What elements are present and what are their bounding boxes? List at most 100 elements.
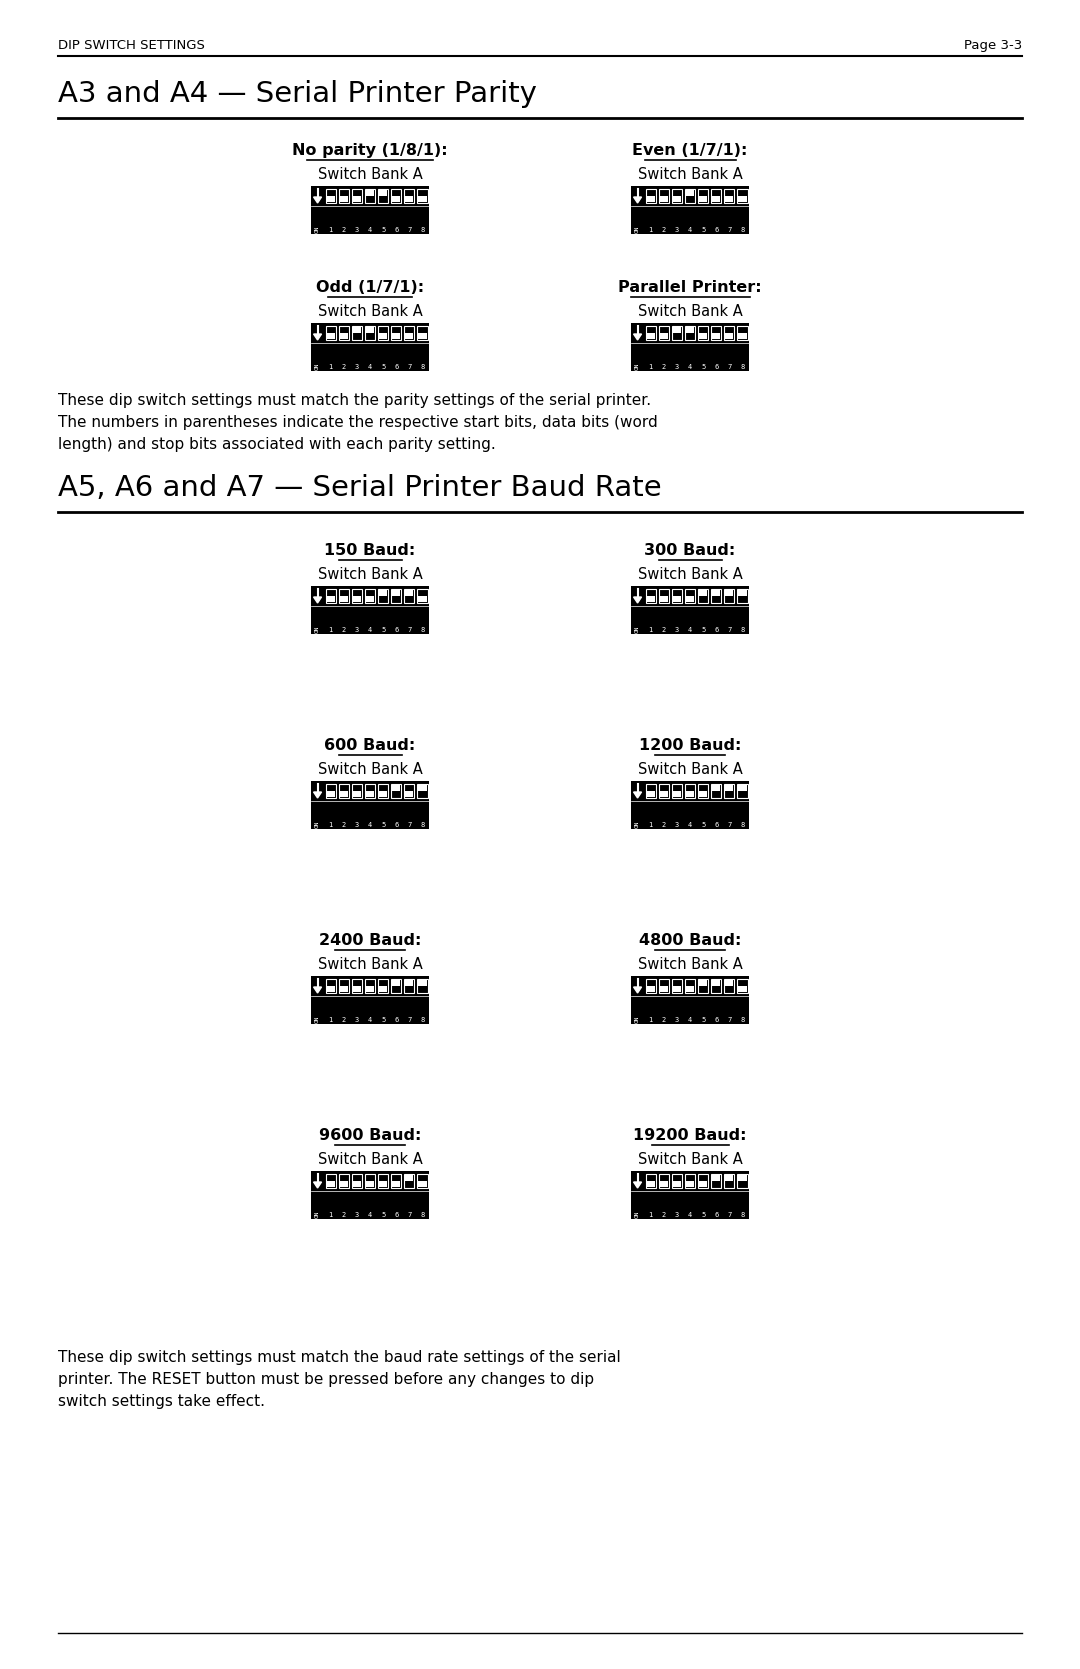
Text: 3: 3: [354, 364, 359, 371]
Bar: [391, 325, 402, 340]
Bar: [673, 596, 681, 603]
Polygon shape: [634, 793, 642, 798]
Bar: [418, 332, 427, 339]
Bar: [712, 784, 720, 791]
Bar: [711, 589, 721, 603]
Bar: [352, 189, 362, 204]
Text: 2: 2: [341, 1016, 346, 1023]
Text: 8: 8: [420, 628, 424, 633]
Text: 3: 3: [675, 823, 679, 828]
Bar: [417, 325, 428, 340]
Bar: [698, 784, 708, 798]
Bar: [672, 784, 681, 798]
Bar: [659, 980, 669, 993]
Bar: [631, 185, 750, 234]
Bar: [659, 784, 669, 798]
Text: 1: 1: [649, 628, 652, 633]
Text: These dip switch settings must match the baud rate settings of the serial: These dip switch settings must match the…: [58, 1350, 621, 1365]
Bar: [352, 589, 362, 603]
Bar: [311, 586, 429, 634]
Text: 3: 3: [675, 364, 679, 371]
Bar: [353, 195, 361, 202]
Bar: [739, 784, 746, 791]
Bar: [673, 1180, 681, 1188]
Text: 2: 2: [662, 628, 666, 633]
Polygon shape: [634, 598, 642, 603]
Bar: [699, 195, 707, 202]
Bar: [659, 589, 669, 603]
Text: 1: 1: [649, 1212, 652, 1218]
Bar: [379, 986, 387, 993]
Text: 8: 8: [420, 1212, 424, 1218]
Bar: [738, 980, 747, 993]
Text: 5: 5: [381, 364, 386, 371]
Text: length) and stop bits associated with each parity setting.: length) and stop bits associated with ea…: [58, 437, 496, 452]
Bar: [672, 1173, 681, 1188]
Bar: [340, 986, 348, 993]
Text: 2: 2: [662, 823, 666, 828]
Bar: [391, 784, 402, 798]
Bar: [685, 784, 696, 798]
Bar: [339, 980, 349, 993]
Text: 6: 6: [394, 1016, 399, 1023]
Text: 4: 4: [688, 628, 692, 633]
Polygon shape: [634, 197, 642, 204]
Bar: [660, 1180, 667, 1188]
Text: 7: 7: [407, 1016, 411, 1023]
Bar: [711, 980, 721, 993]
Bar: [366, 327, 374, 334]
Bar: [699, 589, 707, 596]
Bar: [339, 589, 349, 603]
Text: Switch Bank A: Switch Bank A: [637, 304, 742, 319]
Bar: [340, 332, 348, 339]
Text: 6: 6: [394, 823, 399, 828]
Bar: [326, 791, 335, 798]
Bar: [726, 1175, 733, 1182]
Bar: [725, 1173, 734, 1188]
Text: ON: ON: [635, 626, 640, 633]
Text: 1: 1: [328, 227, 333, 234]
Text: DIP SWITCH SETTINGS: DIP SWITCH SETTINGS: [58, 38, 205, 52]
Text: 5: 5: [701, 227, 705, 234]
Bar: [712, 332, 720, 339]
Bar: [711, 325, 721, 340]
Text: 5: 5: [701, 1016, 705, 1023]
Bar: [686, 596, 694, 603]
Text: 8: 8: [740, 364, 744, 371]
Bar: [725, 784, 734, 798]
Text: 3: 3: [675, 1016, 679, 1023]
Bar: [646, 589, 656, 603]
Bar: [685, 325, 696, 340]
Bar: [725, 325, 734, 340]
Bar: [646, 980, 656, 993]
Bar: [417, 980, 428, 993]
Text: 7: 7: [407, 1212, 411, 1218]
Text: These dip switch settings must match the parity settings of the serial printer.: These dip switch settings must match the…: [58, 392, 651, 407]
Bar: [391, 189, 402, 204]
Bar: [698, 325, 708, 340]
Text: 1: 1: [649, 227, 652, 234]
Bar: [311, 781, 429, 829]
Bar: [685, 980, 696, 993]
Bar: [418, 980, 427, 986]
Bar: [726, 332, 733, 339]
Text: Switch Bank A: Switch Bank A: [318, 567, 422, 582]
Bar: [325, 189, 336, 204]
Bar: [325, 1173, 336, 1188]
Bar: [738, 189, 747, 204]
Bar: [379, 190, 387, 197]
Text: Switch Bank A: Switch Bank A: [318, 956, 422, 971]
Text: 2: 2: [341, 823, 346, 828]
Text: 5: 5: [701, 1212, 705, 1218]
Bar: [392, 980, 401, 986]
Bar: [699, 1180, 707, 1188]
Text: 2: 2: [662, 1212, 666, 1218]
Bar: [365, 189, 375, 204]
Text: 3: 3: [354, 1212, 359, 1218]
Bar: [686, 986, 694, 993]
Bar: [659, 189, 669, 204]
Polygon shape: [313, 986, 322, 993]
Bar: [417, 189, 428, 204]
Bar: [725, 589, 734, 603]
Bar: [672, 325, 681, 340]
